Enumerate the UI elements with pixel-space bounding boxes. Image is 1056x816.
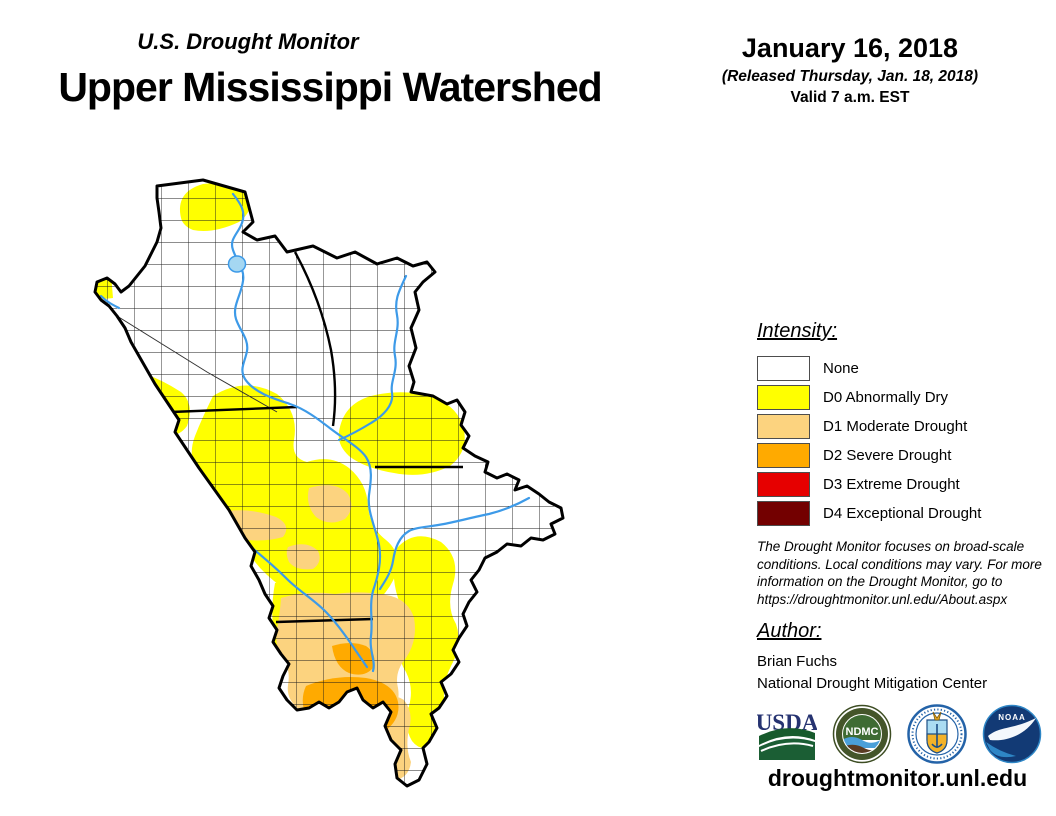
legend-label: D3 Extreme Drought — [823, 476, 960, 493]
watershed-outline — [93, 178, 565, 788]
legend-label: D0 Abnormally Dry — [823, 389, 949, 406]
legend-row-d0: D0 Abnormally Dry — [757, 383, 1052, 412]
legend-swatch-d4 — [757, 501, 810, 526]
watershed-map — [0, 160, 760, 816]
legend-row-d2: D2 Severe Drought — [757, 441, 1052, 470]
author-name: Brian Fuchs — [757, 653, 838, 670]
map-svg — [93, 178, 565, 788]
legend-row-none: None — [757, 354, 1052, 383]
legend-row-d3: D3 Extreme Drought — [757, 470, 1052, 499]
author-heading: Author: — [757, 620, 822, 642]
disclaimer-text: The Drought Monitor focuses on broad-sca… — [757, 539, 1042, 607]
legend-label: D4 Exceptional Drought — [823, 505, 982, 522]
legend-label: D1 Moderate Drought — [823, 418, 968, 435]
noaa-logo: NOAA — [982, 704, 1042, 764]
ndmc-logo: NDMC — [832, 704, 892, 764]
wisconsin-river — [337, 274, 408, 442]
legend-swatch-d0 — [757, 385, 810, 410]
valid-time: Valid 7 a.m. EST — [790, 89, 910, 106]
legend-label: None — [823, 360, 859, 377]
author-org: National Drought Mitigation Center — [757, 675, 988, 692]
des-moines-river — [244, 541, 369, 669]
mille-lacs-lake — [227, 255, 247, 273]
intensity-legend: Intensity: None D0 Abnormally Dry D1 Mod… — [757, 320, 1052, 528]
legend-row-d1: D1 Moderate Drought — [757, 412, 1052, 441]
legend-heading: Intensity: — [757, 320, 838, 342]
usda-logo: USDA — [757, 710, 817, 760]
svg-text:NDMC: NDMC — [846, 726, 879, 738]
legend-row-d4: D4 Exceptional Drought — [757, 499, 1052, 528]
date-block: January 16, 2018 (Released Thursday, Jan… — [700, 33, 1000, 107]
state-borders — [170, 251, 463, 624]
svg-text:NOAA: NOAA — [998, 713, 1026, 722]
page-title: Upper Mississippi Watershed — [58, 64, 602, 110]
site-url: droughtmonitor.unl.edu — [767, 765, 1028, 791]
map-date: January 16, 2018 — [741, 33, 959, 63]
legend-swatch-d3 — [757, 472, 810, 497]
legend-swatch-d2 — [757, 443, 810, 468]
legend-swatch-d1 — [757, 414, 810, 439]
report-kicker: U.S. Drought Monitor — [137, 29, 359, 54]
commerce-seal-logo — [907, 704, 967, 764]
illinois-river — [378, 496, 531, 591]
legend-swatch-none — [757, 356, 810, 381]
released-date: (Released Thursday, Jan. 18, 2018) — [721, 68, 979, 85]
legend-label: D2 Severe Drought — [823, 447, 952, 464]
logo-row: USDA NDMC — [757, 704, 1042, 764]
author-block: Author: Brian Fuchs National Drought Mit… — [757, 620, 1056, 692]
headwaters-stream — [99, 294, 121, 310]
county-grid — [95, 180, 563, 786]
subbasin-divider — [116, 315, 278, 413]
